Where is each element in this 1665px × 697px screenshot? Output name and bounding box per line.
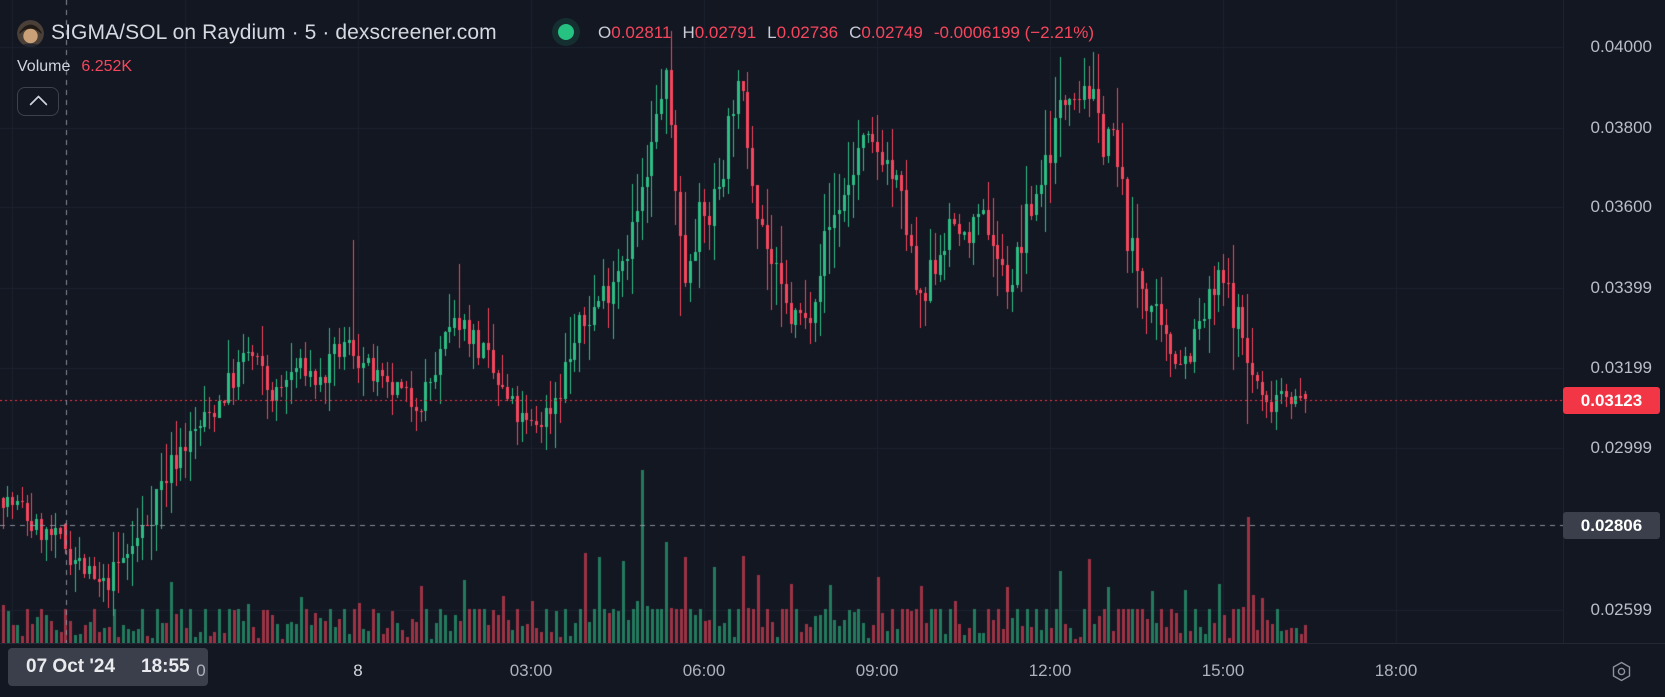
price-change-value: -0.0006199 (−2.21%) bbox=[933, 23, 1095, 42]
collapse-legend-button[interactable] bbox=[17, 87, 59, 116]
price-axis-label: 0.02999 bbox=[1590, 438, 1652, 457]
live-status-dot-icon bbox=[558, 24, 574, 40]
gear-icon bbox=[1612, 661, 1630, 681]
volume-readout: Volume 6.252K bbox=[17, 58, 132, 76]
crosshair-time: 18:55 bbox=[141, 656, 190, 677]
price-axis-label: 0.03800 bbox=[1590, 118, 1652, 137]
legend-title-row: SIGMA/SOL on Raydium · 5 · dexscreener.c… bbox=[17, 19, 497, 47]
ohlc-high-label: H bbox=[682, 23, 695, 42]
ohlc-open-value: 0.02811 bbox=[611, 23, 672, 42]
price-scale-settings-button[interactable] bbox=[1609, 659, 1633, 683]
time-axis-label: 0 bbox=[196, 661, 206, 680]
ohlc-readout: O0.02811 H0.02791 L0.02736 C0.02749 -0.0… bbox=[598, 23, 1094, 43]
ohlc-close-value: 0.02749 bbox=[861, 23, 923, 42]
crosshair-price-badge: 0.02806 bbox=[1563, 512, 1660, 539]
current-price-badge: 0.03123 bbox=[1563, 387, 1660, 414]
time-axis-label: 09:00 bbox=[855, 661, 899, 680]
token-avatar-icon bbox=[17, 19, 44, 47]
crosshair-time-badge: 07 Oct '24 18:55 bbox=[8, 648, 208, 686]
ohlc-open-label: O bbox=[598, 23, 612, 42]
time-axis-label: 8 bbox=[353, 661, 363, 680]
time-axis-label: 03:00 bbox=[509, 661, 553, 680]
ohlc-low-label: L bbox=[767, 23, 777, 42]
chart-title: SIGMA/SOL on Raydium · 5 · dexscreener.c… bbox=[51, 21, 497, 44]
price-axis-label: 0.03199 bbox=[1590, 358, 1652, 377]
time-axis-label: 15:00 bbox=[1201, 661, 1245, 680]
price-chart-canvas[interactable] bbox=[0, 0, 1563, 643]
time-axis[interactable]: 07 Oct '24 18:55 0 8 03:00 06:00 09:00 12:00 1… bbox=[0, 643, 1665, 697]
volume-value: 6.252K bbox=[81, 58, 133, 75]
price-axis-label: 0.03600 bbox=[1590, 197, 1652, 216]
price-axis-label: 0.02599 bbox=[1590, 600, 1652, 619]
price-axis[interactable]: 0.03123 0.02806 0.04000 0.03800 0.03600 0.0… bbox=[1563, 0, 1665, 643]
price-axis-label: 0.03399 bbox=[1590, 278, 1652, 297]
volume-label: Volume bbox=[17, 58, 71, 75]
chevron-up-icon bbox=[28, 95, 48, 114]
ohlc-close-label: C bbox=[849, 23, 862, 42]
time-axis-label: 12:00 bbox=[1028, 661, 1072, 680]
ohlc-low-value: 0.02736 bbox=[776, 23, 839, 42]
price-axis-label: 0.04000 bbox=[1590, 37, 1652, 56]
time-axis-label: 18:00 bbox=[1374, 661, 1418, 680]
crosshair-date: 07 Oct '24 bbox=[26, 656, 116, 677]
ohlc-high-value: 0.02791 bbox=[694, 23, 757, 42]
time-axis-label: 06:00 bbox=[682, 661, 726, 680]
